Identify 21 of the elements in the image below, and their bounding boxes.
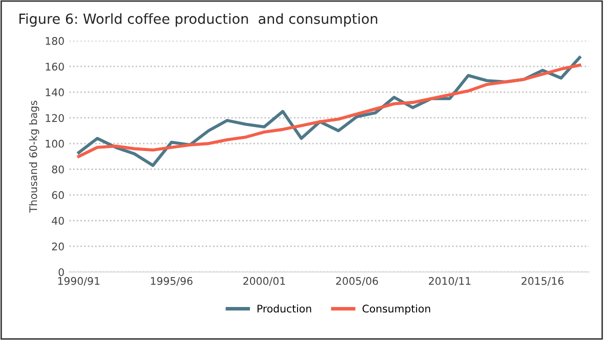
legend-label: Consumption [362,304,430,315]
x-tick-label: 2000/01 [243,277,285,286]
y-tick-label: 180 [46,37,64,45]
y-tick-label: 80 [52,165,64,174]
y-tick-label: 160 [46,62,64,71]
x-tick-label: 2005/06 [336,277,378,286]
chart-title: Figure 6: World coffee production and consumption [19,13,378,27]
legend-label: Production [258,304,312,313]
y-tick-label: 100 [46,140,64,148]
y-tick-label: 40 [52,216,64,225]
x-tick-label: 2015/16 [522,277,564,286]
line-series [77,64,582,158]
x-tick-label: 2010/11 [428,277,470,286]
y-tick-label: 60 [52,191,64,200]
y-axis-title: Thousand 60-kg bags [29,100,40,213]
y-tick-label: 140 [46,88,64,96]
x-tick-label: 1990/91 [58,277,100,286]
y-tick-label: 120 [46,114,64,122]
y-tick-label: 0 [58,268,64,276]
x-tick-label: 1995/96 [151,277,192,286]
y-tick-label: 20 [52,242,64,250]
